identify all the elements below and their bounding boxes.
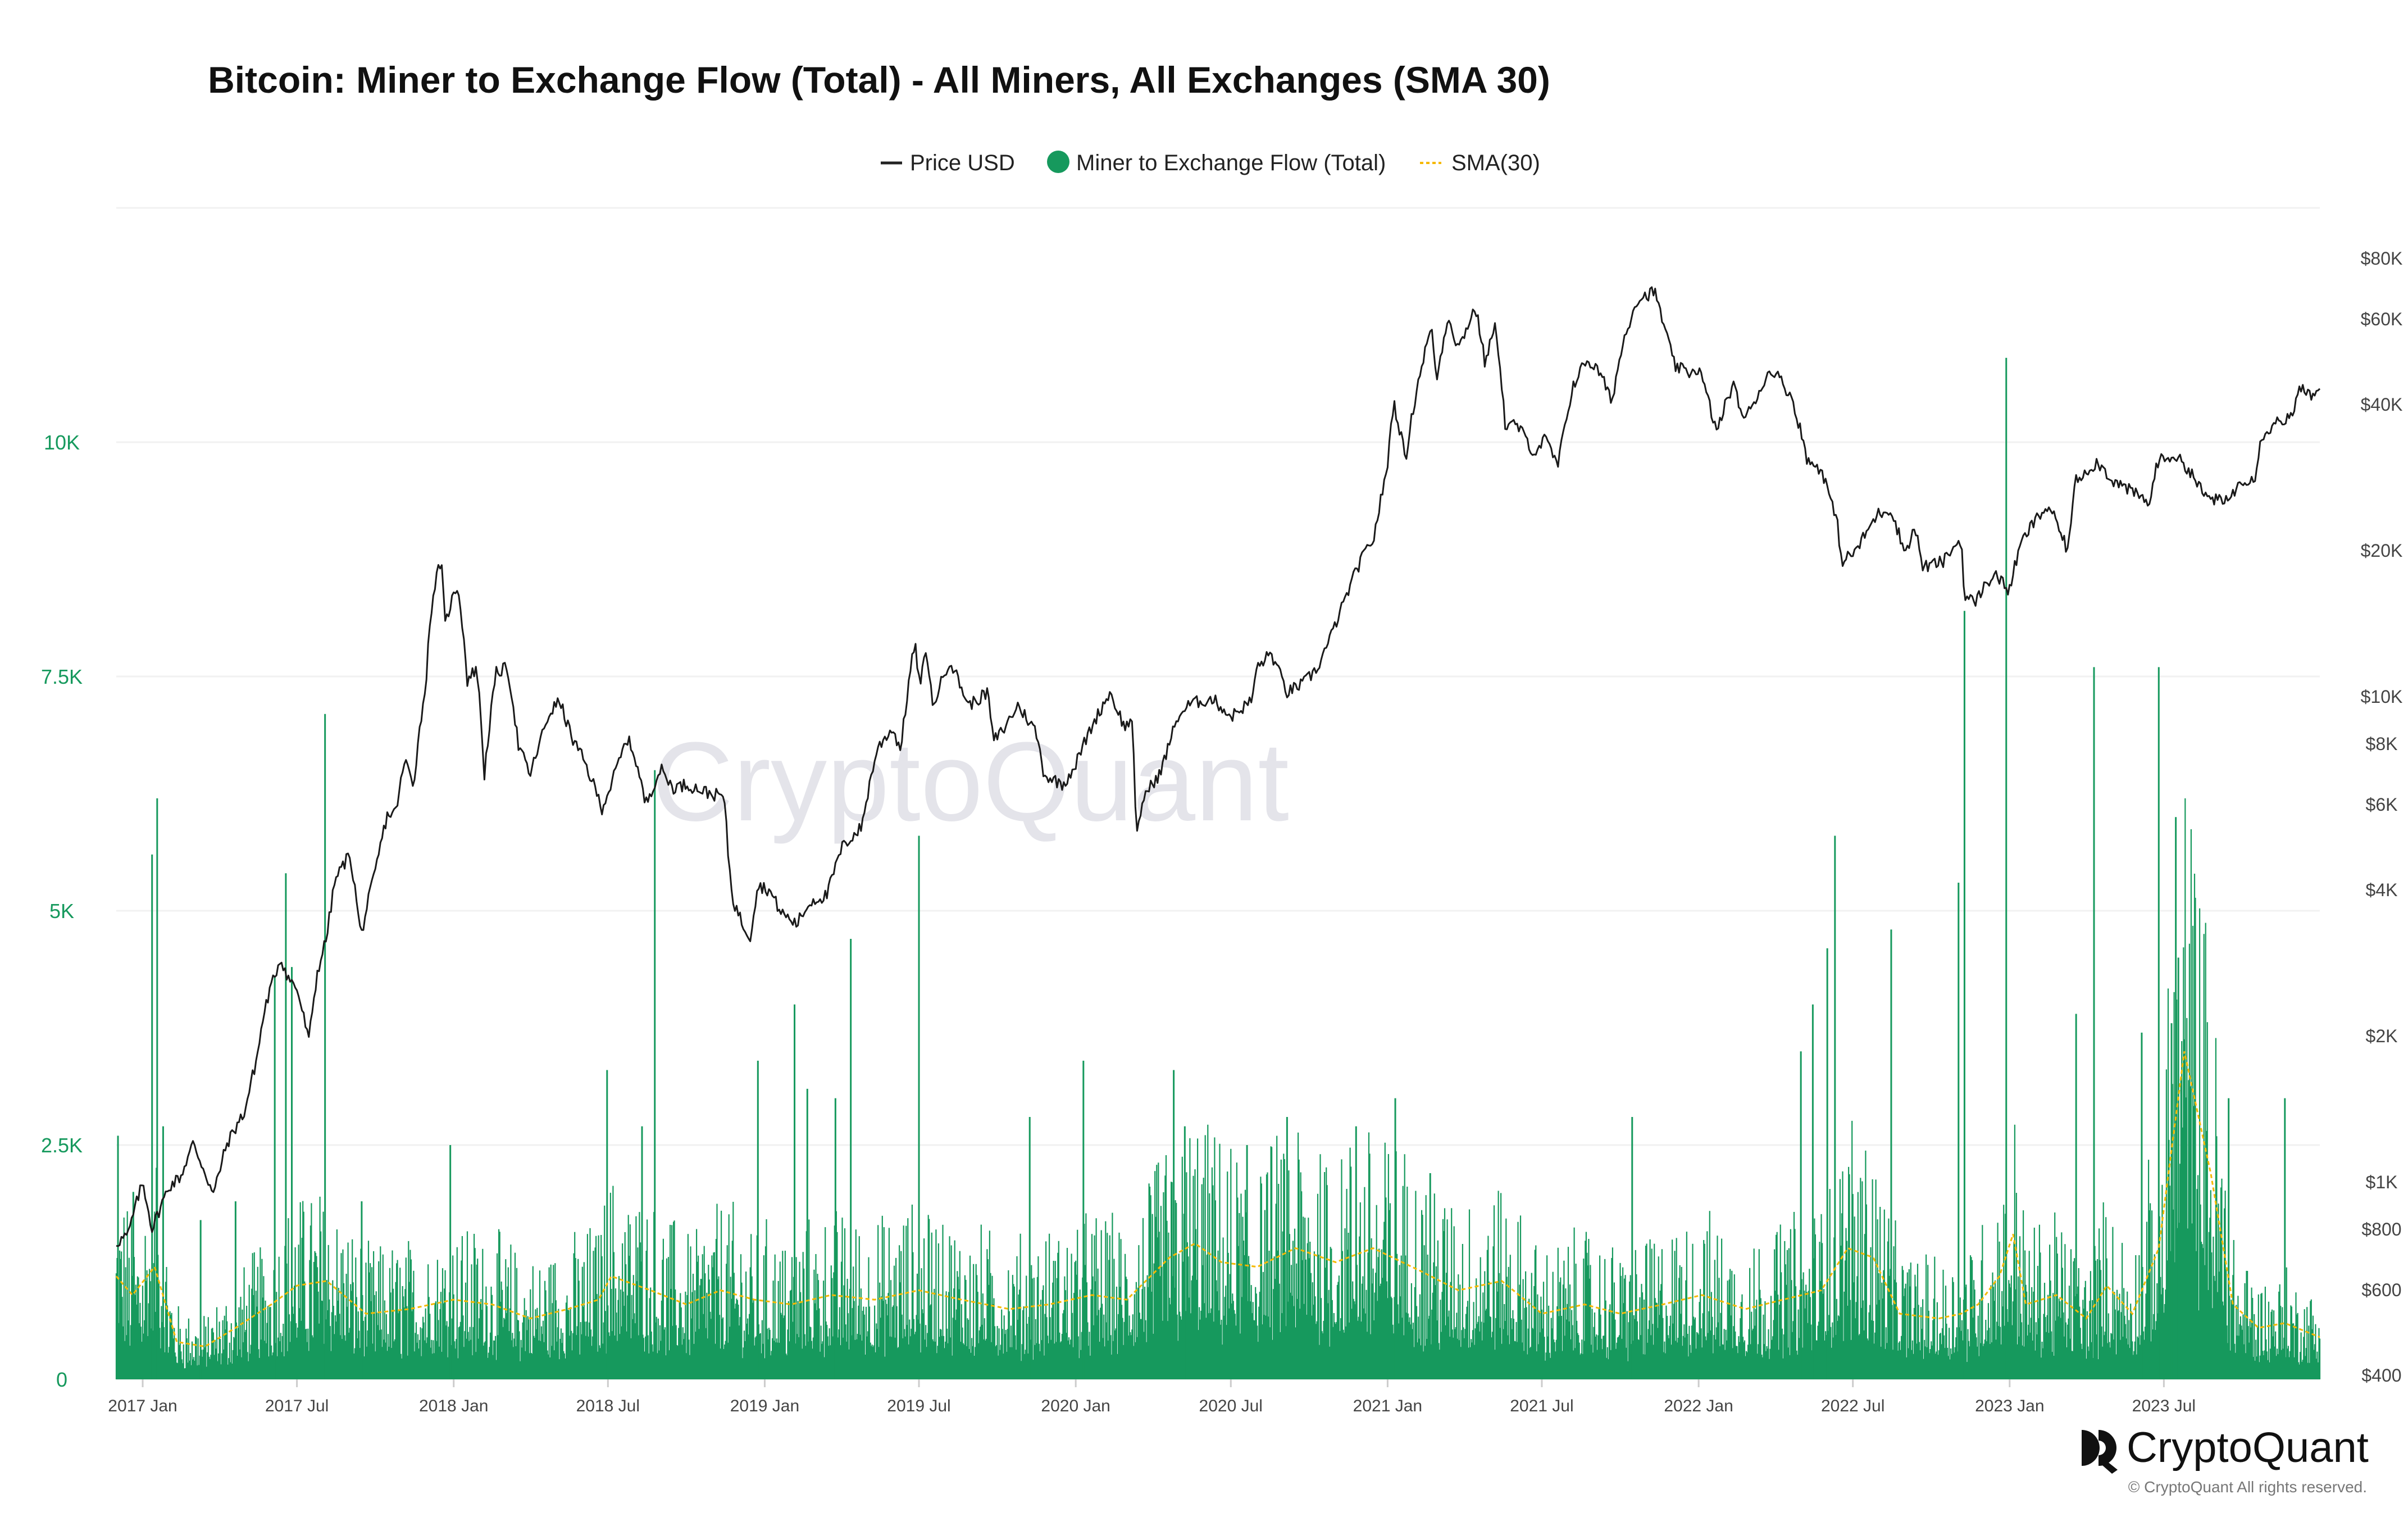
x-tick-label: 2021 Jan (1353, 1397, 1422, 1415)
cryptoquant-logo-icon (2082, 1430, 2118, 1474)
x-tick-label: 2018 Jan (419, 1397, 488, 1415)
left-tick-label: 5K (49, 900, 74, 923)
right-tick-label: $60K (2361, 309, 2403, 329)
left-tick-label: 7.5K (41, 665, 83, 688)
x-tick-label: 2019 Jan (730, 1397, 799, 1415)
legend: Price USD Miner to Exchange Flow (Total)… (881, 151, 1540, 175)
brand-logo: CryptoQuant (2082, 1424, 2369, 1474)
right-tick-label: $600 (2361, 1280, 2401, 1300)
right-tick-label: $400 (2361, 1365, 2401, 1386)
x-axis: 2017 Jan 2017 Jul 2018 Jan 2018 Jul 2019 Jan… (108, 1379, 2196, 1415)
price-line (116, 286, 2321, 1247)
x-tick-label: 2022 Jan (1664, 1397, 1733, 1415)
x-tick-label: 2023 Jan (1975, 1397, 2044, 1415)
price-line-layer (116, 286, 2321, 1247)
left-tick-label: 10K (44, 431, 80, 454)
right-tick-label: $1K (2366, 1172, 2398, 1192)
copyright-text: © CryptoQuant All rights reserved. (2128, 1478, 2367, 1496)
right-tick-label: $40K (2361, 394, 2403, 415)
watermark: CryptoQuant (652, 719, 1289, 844)
x-tick-label: 2017 Jul (265, 1397, 329, 1415)
left-tick-label: 2.5K (41, 1134, 83, 1157)
x-tick-label: 2021 Jul (1510, 1397, 1573, 1415)
right-tick-label: $20K (2361, 541, 2403, 561)
right-tick-label: $4K (2366, 880, 2398, 900)
brand-name: CryptoQuant (2127, 1424, 2369, 1471)
right-tick-label: $80K (2361, 248, 2403, 269)
flow-bars (115, 357, 2321, 1379)
x-tick-label: 2020 Jul (1199, 1397, 1263, 1415)
legend-flow-swatch (1047, 151, 1069, 173)
x-tick-label: 2023 Jul (2132, 1397, 2196, 1415)
right-tick-label: $8K (2366, 734, 2398, 754)
x-tick-label: 2017 Jan (108, 1397, 177, 1415)
x-tick-label: 2020 Jan (1041, 1397, 1110, 1415)
legend-flow-label: Miner to Exchange Flow (Total) (1076, 151, 1386, 175)
legend-sma-label: SMA(30) (1451, 151, 1540, 175)
right-tick-label: $800 (2361, 1219, 2401, 1239)
right-tick-label: $6K (2366, 794, 2398, 815)
x-tick-label: 2019 Jul (887, 1397, 950, 1415)
x-tick-label: 2018 Jul (576, 1397, 640, 1415)
chart-title: Bitcoin: Miner to Exchange Flow (Total) … (208, 59, 1550, 101)
sma-line-layer (115, 1051, 2320, 1348)
x-tick-label: 2022 Jul (1821, 1397, 1884, 1415)
legend-price-label: Price USD (910, 151, 1015, 175)
flow-bar-series (115, 798, 2321, 1379)
right-tick-label: $2K (2366, 1026, 2398, 1046)
left-tick-label: 0 (56, 1368, 67, 1391)
right-tick-label: $10K (2361, 687, 2403, 707)
right-axis: $400 $600 $800 $1K $2K $4K $6K $8K $10K $20K $40K $… (2361, 248, 2403, 1386)
left-axis: 0 2.5K 5K 7.5K 10K (41, 431, 83, 1391)
sma30-line (115, 1051, 2320, 1348)
